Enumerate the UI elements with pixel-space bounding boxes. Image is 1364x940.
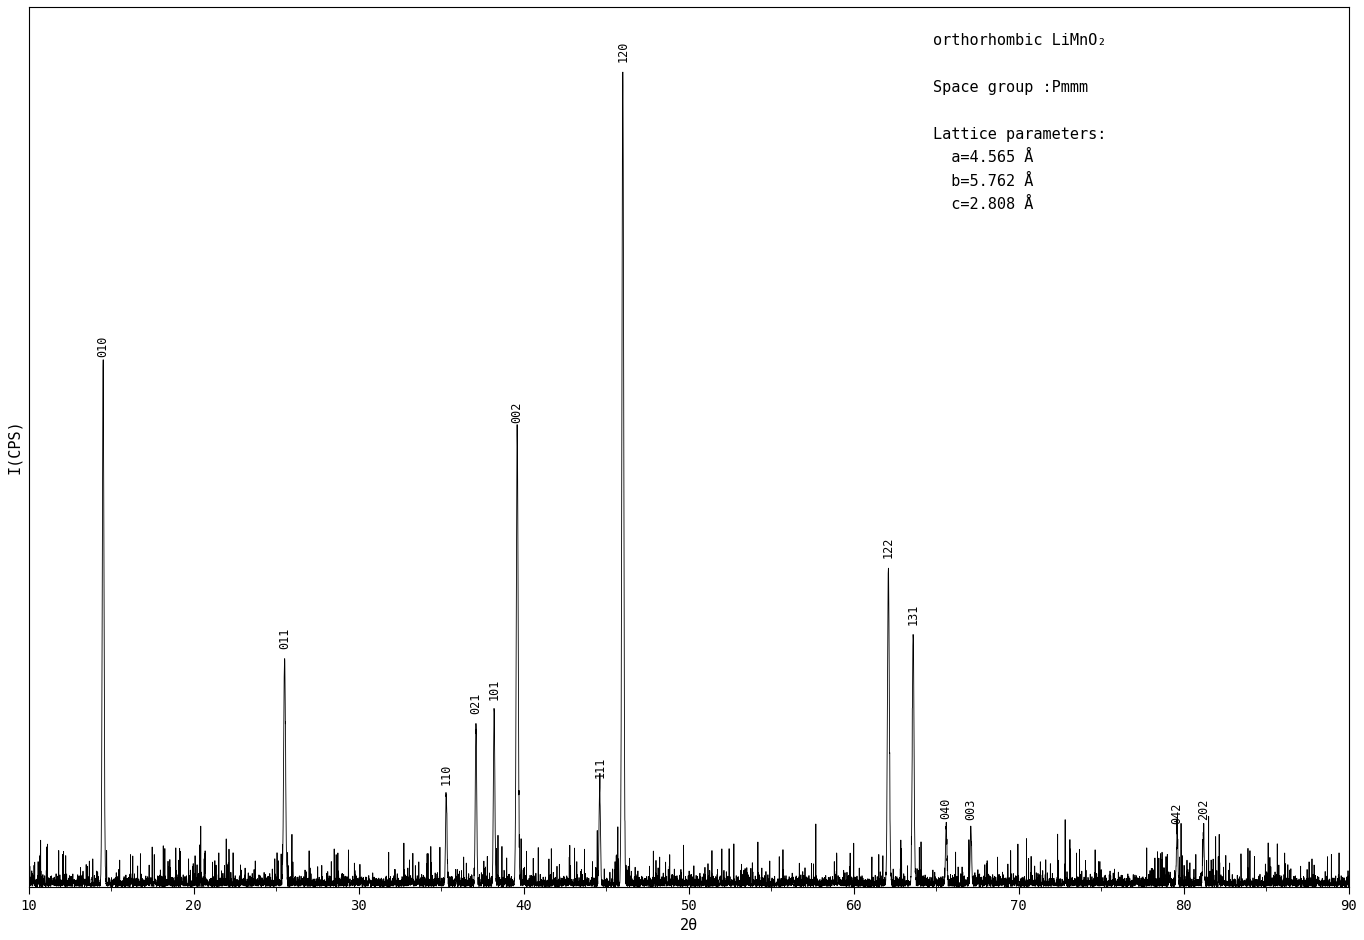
- Text: 003: 003: [964, 799, 978, 820]
- Text: 040: 040: [940, 798, 952, 820]
- Text: 002: 002: [510, 401, 524, 423]
- Text: 010: 010: [97, 336, 109, 357]
- Text: 042: 042: [1170, 803, 1184, 824]
- Text: 111: 111: [593, 757, 606, 778]
- Text: 120: 120: [617, 41, 629, 62]
- Text: 021: 021: [469, 693, 483, 713]
- Text: 131: 131: [907, 603, 919, 625]
- Text: 011: 011: [278, 628, 291, 650]
- Text: orthorhombic LiMnO₂

Space group :Pmmm

Lattice parameters:
  a=4.565 Å
  b=5.76: orthorhombic LiMnO₂ Space group :Pmmm La…: [933, 33, 1106, 212]
- X-axis label: 2θ: 2θ: [679, 918, 698, 933]
- Y-axis label: I(CPS): I(CPS): [7, 419, 22, 474]
- Text: 110: 110: [439, 764, 453, 785]
- Text: 101: 101: [487, 679, 501, 700]
- Text: 202: 202: [1198, 798, 1210, 820]
- Text: 122: 122: [883, 537, 895, 558]
